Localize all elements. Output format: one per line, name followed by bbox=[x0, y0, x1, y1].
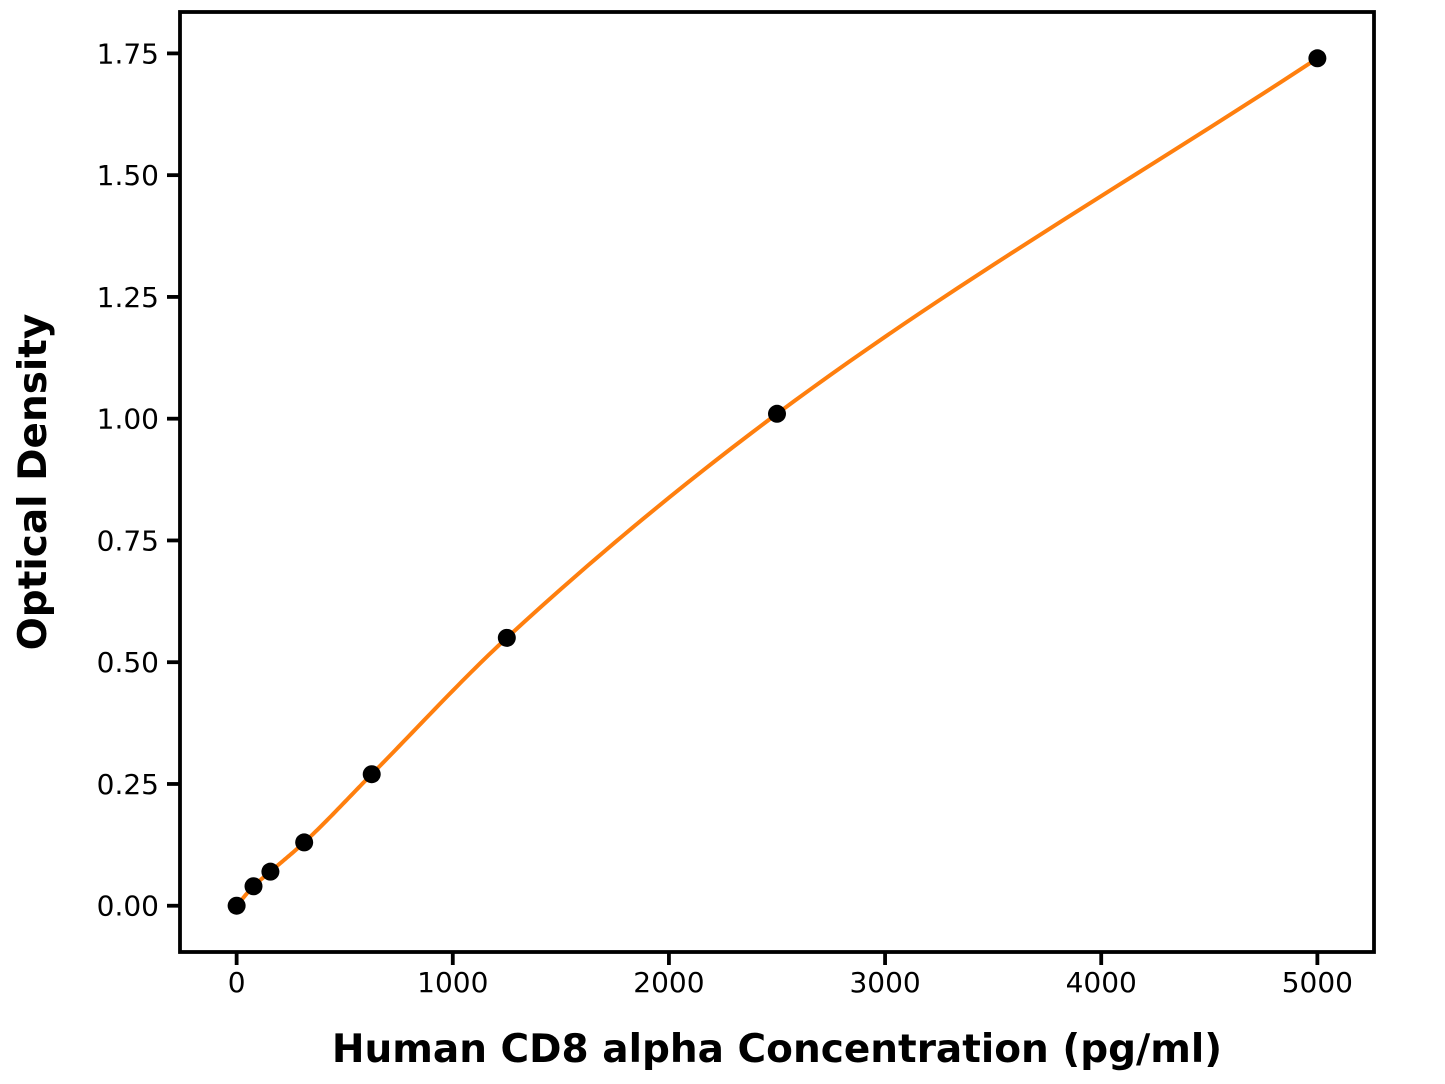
series-layer bbox=[227, 49, 1327, 915]
y-tick-label: 1.50 bbox=[97, 159, 159, 192]
standard-curve-line bbox=[234, 56, 1320, 908]
y-tick-label: 0.00 bbox=[97, 890, 159, 923]
y-tick-label: 0.50 bbox=[97, 646, 159, 679]
axis-ticks: 0 1000 2000 3000 4000 5000 0.00 0.25 0.50 0.75 1.0… bbox=[97, 37, 1353, 999]
plot-frame bbox=[178, 10, 1376, 954]
y-tick-label: 0.25 bbox=[97, 768, 159, 801]
data-point bbox=[497, 628, 516, 647]
data-point bbox=[362, 765, 381, 784]
y-tick-label: 0.75 bbox=[97, 524, 159, 557]
x-tick-label: 5000 bbox=[1282, 966, 1353, 999]
x-tick-label: 0 bbox=[228, 966, 246, 999]
data-point bbox=[261, 862, 280, 881]
x-tick-label: 4000 bbox=[1066, 966, 1137, 999]
y-tick-label: 1.75 bbox=[97, 37, 159, 70]
data-point bbox=[227, 896, 246, 915]
y-tick-label: 1.00 bbox=[97, 403, 159, 436]
data-point bbox=[244, 877, 263, 896]
x-tick-label: 3000 bbox=[849, 966, 920, 999]
x-axis-label: Human CD8 alpha Concentration (pg/ml) bbox=[332, 1027, 1222, 1072]
y-tick-label: 1.25 bbox=[97, 281, 159, 314]
y-axis-label: Optical Density bbox=[11, 314, 56, 651]
data-point bbox=[295, 833, 314, 852]
data-point bbox=[768, 404, 786, 423]
data-point bbox=[1308, 49, 1327, 68]
x-tick-label: 1000 bbox=[417, 966, 488, 999]
x-tick-label: 2000 bbox=[633, 966, 704, 999]
